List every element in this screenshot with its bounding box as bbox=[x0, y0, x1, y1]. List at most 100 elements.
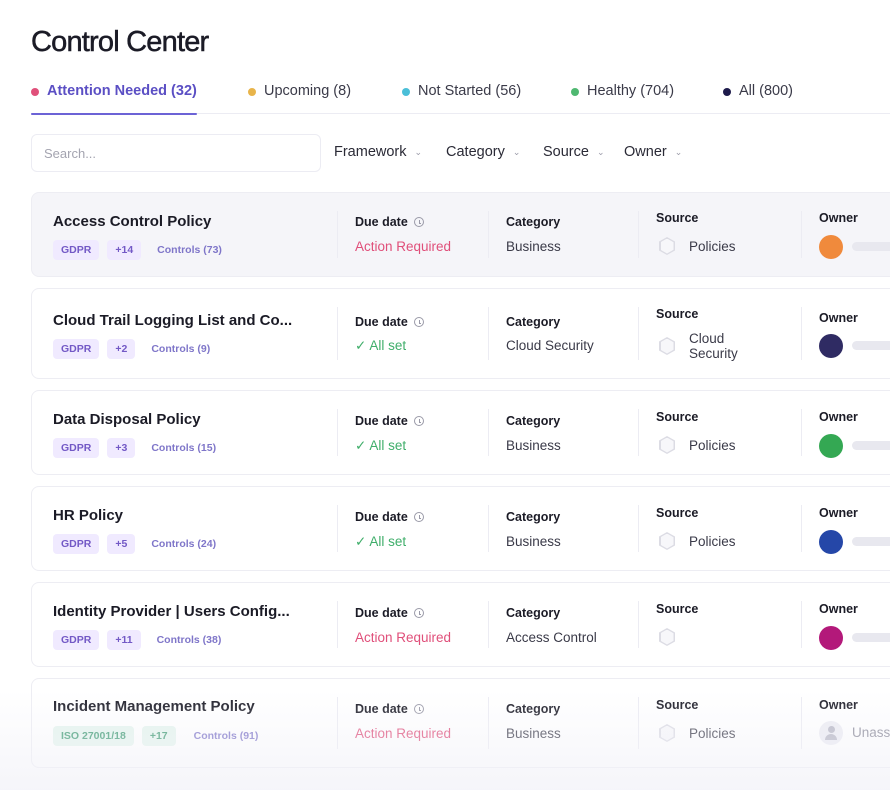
policy-row[interactable]: Access Control Policy GDPR +14 Controls … bbox=[31, 192, 890, 277]
policy-name[interactable]: Cloud Trail Logging List and Co... bbox=[53, 312, 293, 329]
due-status: ✓ All set bbox=[355, 438, 407, 453]
more-frameworks-tag[interactable]: +2 bbox=[107, 339, 136, 359]
due-status: Action Required bbox=[355, 630, 452, 645]
tab-label: Attention Needed (32) bbox=[47, 83, 197, 99]
policy-name[interactable]: Identity Provider | Users Config... bbox=[53, 603, 290, 620]
owner-label: Owner bbox=[819, 311, 858, 325]
divider bbox=[488, 505, 489, 552]
filter-label: Category bbox=[446, 144, 505, 160]
search-input[interactable] bbox=[31, 134, 321, 172]
controls-link[interactable]: Controls (15) bbox=[151, 442, 217, 454]
framework-tag: GDPR bbox=[53, 438, 100, 458]
framework-tags: GDPR +2 Controls (9) bbox=[53, 339, 210, 359]
divider bbox=[337, 211, 338, 258]
avatar[interactable] bbox=[819, 434, 843, 458]
controls-link[interactable]: Controls (73) bbox=[157, 244, 222, 256]
dot-icon bbox=[402, 88, 410, 96]
check-icon: ✓ bbox=[355, 338, 367, 353]
clock-icon bbox=[413, 608, 424, 618]
source-value: Policies bbox=[689, 239, 736, 254]
category-label: Category bbox=[506, 606, 561, 620]
policy-row[interactable]: Identity Provider | Users Config... GDPR… bbox=[31, 582, 890, 667]
due-date-label: Due date bbox=[355, 215, 424, 229]
tab-upcoming[interactable]: Upcoming (8) bbox=[248, 78, 351, 114]
controls-link[interactable]: Controls (38) bbox=[156, 634, 222, 646]
framework-tags: GDPR +14 Controls (73) bbox=[53, 240, 222, 260]
source-icon bbox=[659, 532, 675, 550]
tab-healthy[interactable]: Healthy (704) bbox=[571, 78, 674, 114]
avatar[interactable] bbox=[819, 530, 843, 554]
divider bbox=[488, 211, 489, 258]
owner-name-placeholder bbox=[852, 537, 890, 546]
category-label: Category bbox=[506, 215, 561, 229]
policy-name[interactable]: Incident Management Policy bbox=[53, 698, 255, 715]
filter-label: Framework bbox=[334, 144, 407, 160]
owner-label: Owner bbox=[819, 698, 858, 712]
divider bbox=[638, 211, 639, 258]
page-title: Control Center bbox=[31, 26, 210, 59]
more-frameworks-tag[interactable]: +5 bbox=[107, 534, 136, 554]
check-icon: ✓ bbox=[355, 534, 367, 549]
divider bbox=[488, 307, 489, 360]
divider bbox=[638, 601, 639, 648]
avatar[interactable] bbox=[819, 235, 843, 259]
source-value: Policies bbox=[689, 726, 736, 741]
framework-tag: GDPR bbox=[53, 534, 100, 554]
more-frameworks-tag[interactable]: +17 bbox=[141, 726, 176, 746]
policy-name[interactable]: Access Control Policy bbox=[53, 213, 212, 230]
category-value: Cloud Security bbox=[506, 338, 594, 353]
filter-category[interactable]: Category ⌄ bbox=[446, 144, 520, 160]
policy-row[interactable]: Incident Management Policy ISO 27001/18 … bbox=[31, 678, 890, 768]
category-label: Category bbox=[506, 510, 561, 524]
policy-row[interactable]: Data Disposal Policy GDPR +3 Controls (1… bbox=[31, 390, 890, 475]
policy-row[interactable]: Cloud Trail Logging List and Co... GDPR … bbox=[31, 288, 890, 379]
avatar[interactable] bbox=[819, 334, 843, 358]
clock-icon bbox=[413, 512, 424, 522]
policy-row[interactable]: HR Policy GDPR +5 Controls (24) Due date… bbox=[31, 486, 890, 571]
divider bbox=[801, 307, 802, 360]
framework-tag: ISO 27001/18 bbox=[53, 726, 134, 746]
policy-name[interactable]: Data Disposal Policy bbox=[53, 411, 201, 428]
divider bbox=[638, 505, 639, 552]
divider bbox=[488, 601, 489, 648]
framework-tags: GDPR +11 Controls (38) bbox=[53, 630, 221, 650]
controls-link[interactable]: Controls (9) bbox=[151, 343, 211, 355]
owner-label: Owner bbox=[819, 506, 858, 520]
chevron-down-icon: ⌄ bbox=[414, 146, 423, 157]
due-status: Action Required bbox=[355, 239, 452, 254]
chevron-down-icon: ⌄ bbox=[596, 146, 605, 157]
owner-value: Unass bbox=[852, 725, 890, 740]
tab-not-started[interactable]: Not Started (56) bbox=[402, 78, 521, 114]
owner-name-placeholder bbox=[852, 341, 890, 350]
filter-framework[interactable]: Framework ⌄ bbox=[334, 144, 422, 160]
source-icon bbox=[659, 436, 675, 454]
tab-label: Upcoming (8) bbox=[264, 83, 352, 99]
source-value: Policies bbox=[689, 534, 736, 549]
divider bbox=[801, 409, 802, 456]
more-frameworks-tag[interactable]: +14 bbox=[107, 240, 142, 260]
dot-icon bbox=[571, 88, 579, 96]
due-date-label: Due date bbox=[355, 414, 424, 428]
divider bbox=[801, 211, 802, 258]
dot-icon bbox=[723, 88, 731, 96]
tab-all[interactable]: All (800) bbox=[723, 78, 793, 114]
more-frameworks-tag[interactable]: +3 bbox=[107, 438, 136, 458]
source-label: Source bbox=[656, 410, 699, 424]
clock-icon bbox=[413, 217, 424, 227]
filter-owner[interactable]: Owner ⌄ bbox=[624, 144, 682, 160]
category-label: Category bbox=[506, 315, 561, 329]
divider bbox=[488, 409, 489, 456]
source-value: Policies bbox=[689, 438, 736, 453]
more-frameworks-tag[interactable]: +11 bbox=[107, 630, 141, 650]
divider bbox=[337, 409, 338, 456]
tab-attention-needed[interactable]: Attention Needed (32) bbox=[31, 78, 197, 115]
controls-link[interactable]: Controls (91) bbox=[193, 730, 259, 742]
policy-name[interactable]: HR Policy bbox=[53, 507, 124, 524]
divider bbox=[638, 307, 639, 360]
avatar[interactable] bbox=[819, 626, 843, 650]
filter-source[interactable]: Source ⌄ bbox=[543, 144, 605, 160]
divider bbox=[801, 697, 802, 749]
source-icon bbox=[659, 724, 675, 742]
controls-link[interactable]: Controls (24) bbox=[151, 538, 217, 550]
user-icon[interactable] bbox=[819, 721, 843, 745]
